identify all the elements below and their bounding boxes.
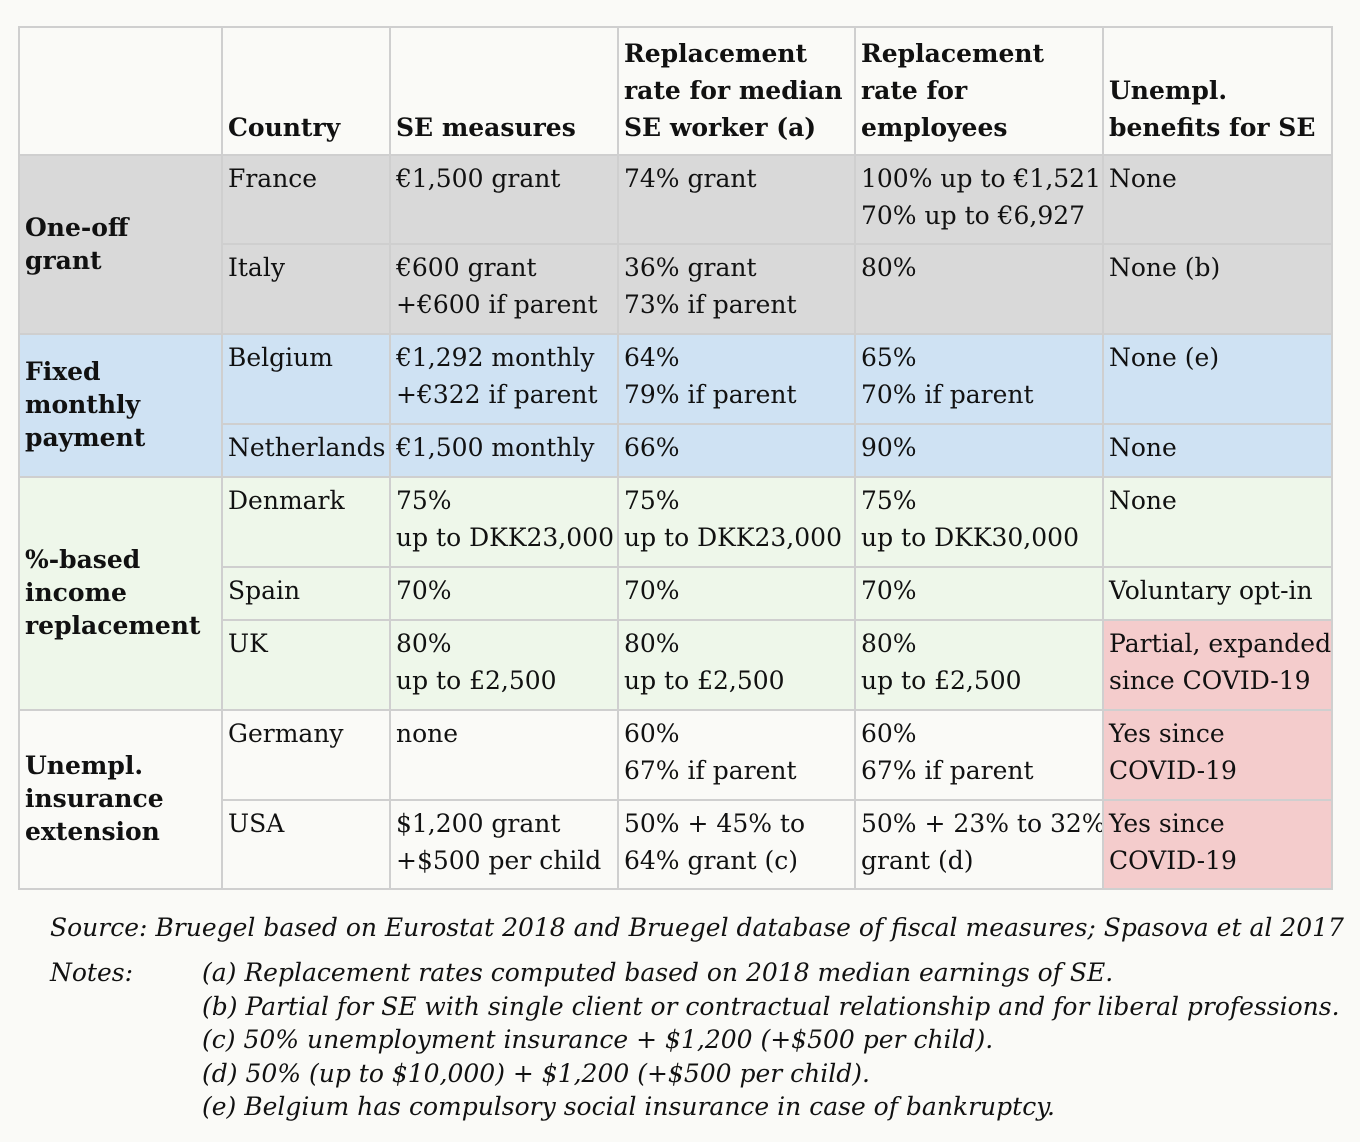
header-group — [18, 26, 223, 156]
group-pct-income-replacement: %-based income replacement — [18, 476, 223, 711]
group-unempl-insurance-extension: Unempl. insurance extension — [18, 709, 223, 890]
header-row: Country SE measures Replacement rate for… — [18, 26, 1333, 156]
unempl-benefits-cell: None (b) — [1102, 243, 1333, 335]
table-row: Spain 70% 70% 70% Voluntary opt-in — [19, 566, 1333, 621]
country-cell: Belgium — [221, 333, 391, 425]
unempl-benefits-cell: None — [1102, 423, 1333, 478]
table-row: %-based income replacement Denmark 75% up… — [18, 476, 1333, 711]
source-note: Source: Bruegel based on Eurostat 2018 a… — [50, 913, 1344, 942]
rr-employees-cell: 90% — [854, 423, 1104, 478]
rr-employees-cell: 50% + 23% to 32% grant (d) — [854, 799, 1104, 890]
country-cell: Netherlands — [221, 423, 391, 478]
table-row: Italy €600 grant +€600 if parent 36% gran… — [19, 243, 1333, 335]
rr-employees-cell: 80% — [854, 243, 1104, 335]
se-measures-cell: €600 grant +€600 if parent — [389, 243, 619, 335]
table-row: USA $1,200 grant +$500 per child 50% + 45… — [19, 799, 1333, 890]
header-se-measures: SE measures — [389, 26, 619, 156]
notes-list: (a) Replacement rates computed based on … — [202, 956, 1340, 1124]
note-item: (e) Belgium has compulsory social insura… — [202, 1092, 1055, 1121]
table-row: Unempl. insurance extension Germany none… — [18, 709, 1333, 890]
rr-employees-cell: 70% — [854, 566, 1104, 621]
se-measures-cell: €1,500 monthly — [389, 423, 619, 478]
se-measures-cell: 80% up to £2,500 — [389, 619, 619, 711]
header-rr-se: Replacement rate for median SE worker (a… — [617, 26, 856, 156]
rr-employees-cell: 75% up to DKK30,000 — [854, 476, 1104, 568]
group-one-off-grant: One-off grant — [18, 154, 223, 335]
header-country: Country — [221, 26, 391, 156]
unempl-benefits-cell: Voluntary opt-in — [1102, 566, 1333, 621]
rr-se-cell: 70% — [617, 566, 856, 621]
rr-se-cell: 64% 79% if parent — [617, 333, 856, 425]
group-fixed-monthly-payment: Fixed monthly payment — [18, 333, 223, 478]
header-rr-employees: Replacement rate for employees — [854, 26, 1104, 156]
table-row: Fixed monthly payment Belgium €1,292 mon… — [18, 333, 1333, 478]
se-measures-cell: 70% — [389, 566, 619, 621]
table-row: UK 80% up to £2,500 80% up to £2,500 80% up… — [19, 619, 1333, 711]
note-item: (b) Partial for SE with single client or… — [202, 991, 1340, 1021]
unempl-benefits-cell: None — [1102, 154, 1333, 245]
note-item: (a) Replacement rates computed based on … — [202, 958, 1114, 987]
country-cell: USA — [221, 799, 391, 890]
notes-label: Notes: — [50, 958, 134, 987]
rr-se-cell: 74% grant — [617, 154, 856, 245]
unempl-benefits-cell: None (e) — [1102, 333, 1333, 425]
rr-se-cell: 50% + 45% to 64% grant (c) — [617, 799, 856, 890]
country-cell: Spain — [221, 566, 391, 621]
rr-se-cell: 36% grant 73% if parent — [617, 243, 856, 335]
rr-se-cell: 80% up to £2,500 — [617, 619, 856, 711]
unempl-benefits-cell: Yes since COVID-19 — [1102, 799, 1333, 890]
country-cell: Italy — [221, 243, 391, 335]
se-support-table: Country SE measures Replacement rate for… — [18, 26, 1333, 890]
rr-se-cell: 66% — [617, 423, 856, 478]
rr-employees-cell: 65% 70% if parent — [854, 333, 1104, 425]
unempl-benefits-cell: None — [1102, 476, 1333, 568]
rr-employees-cell: 100% up to €1,521 70% up to €6,927 — [854, 154, 1104, 245]
rr-employees-cell: 60% 67% if parent — [854, 709, 1104, 801]
country-cell: France — [221, 154, 391, 245]
unempl-benefits-cell: Partial, expanded since COVID-19 — [1102, 619, 1333, 711]
rr-se-cell: 60% 67% if parent — [617, 709, 856, 801]
note-item: (d) 50% (up to $10,000) + $1,200 (+$500 … — [202, 1058, 870, 1088]
se-measures-cell: 75% up to DKK23,000 — [389, 476, 619, 568]
se-measures-cell: none — [389, 709, 619, 801]
se-measures-cell: $1,200 grant +$500 per child — [389, 799, 619, 890]
table-row: One-off grant France €1,500 grant 74% gr… — [18, 154, 1333, 335]
rr-se-cell: 75% up to DKK23,000 — [617, 476, 856, 568]
table-row: Netherlands €1,500 monthly 66% 90% None — [19, 423, 1333, 478]
country-cell: Germany — [221, 709, 391, 801]
rr-employees-cell: 80% up to £2,500 — [854, 619, 1104, 711]
country-cell: Denmark — [221, 476, 391, 568]
header-unempl-benefits: Unempl. benefits for SE — [1102, 26, 1333, 156]
se-measures-cell: €1,292 monthly +€322 if parent — [389, 333, 619, 425]
country-cell: UK — [221, 619, 391, 711]
note-item: (c) 50% unemployment insurance + $1,200 … — [202, 1025, 994, 1054]
unempl-benefits-cell: Yes since COVID-19 — [1102, 709, 1333, 801]
se-measures-cell: €1,500 grant — [389, 154, 619, 245]
